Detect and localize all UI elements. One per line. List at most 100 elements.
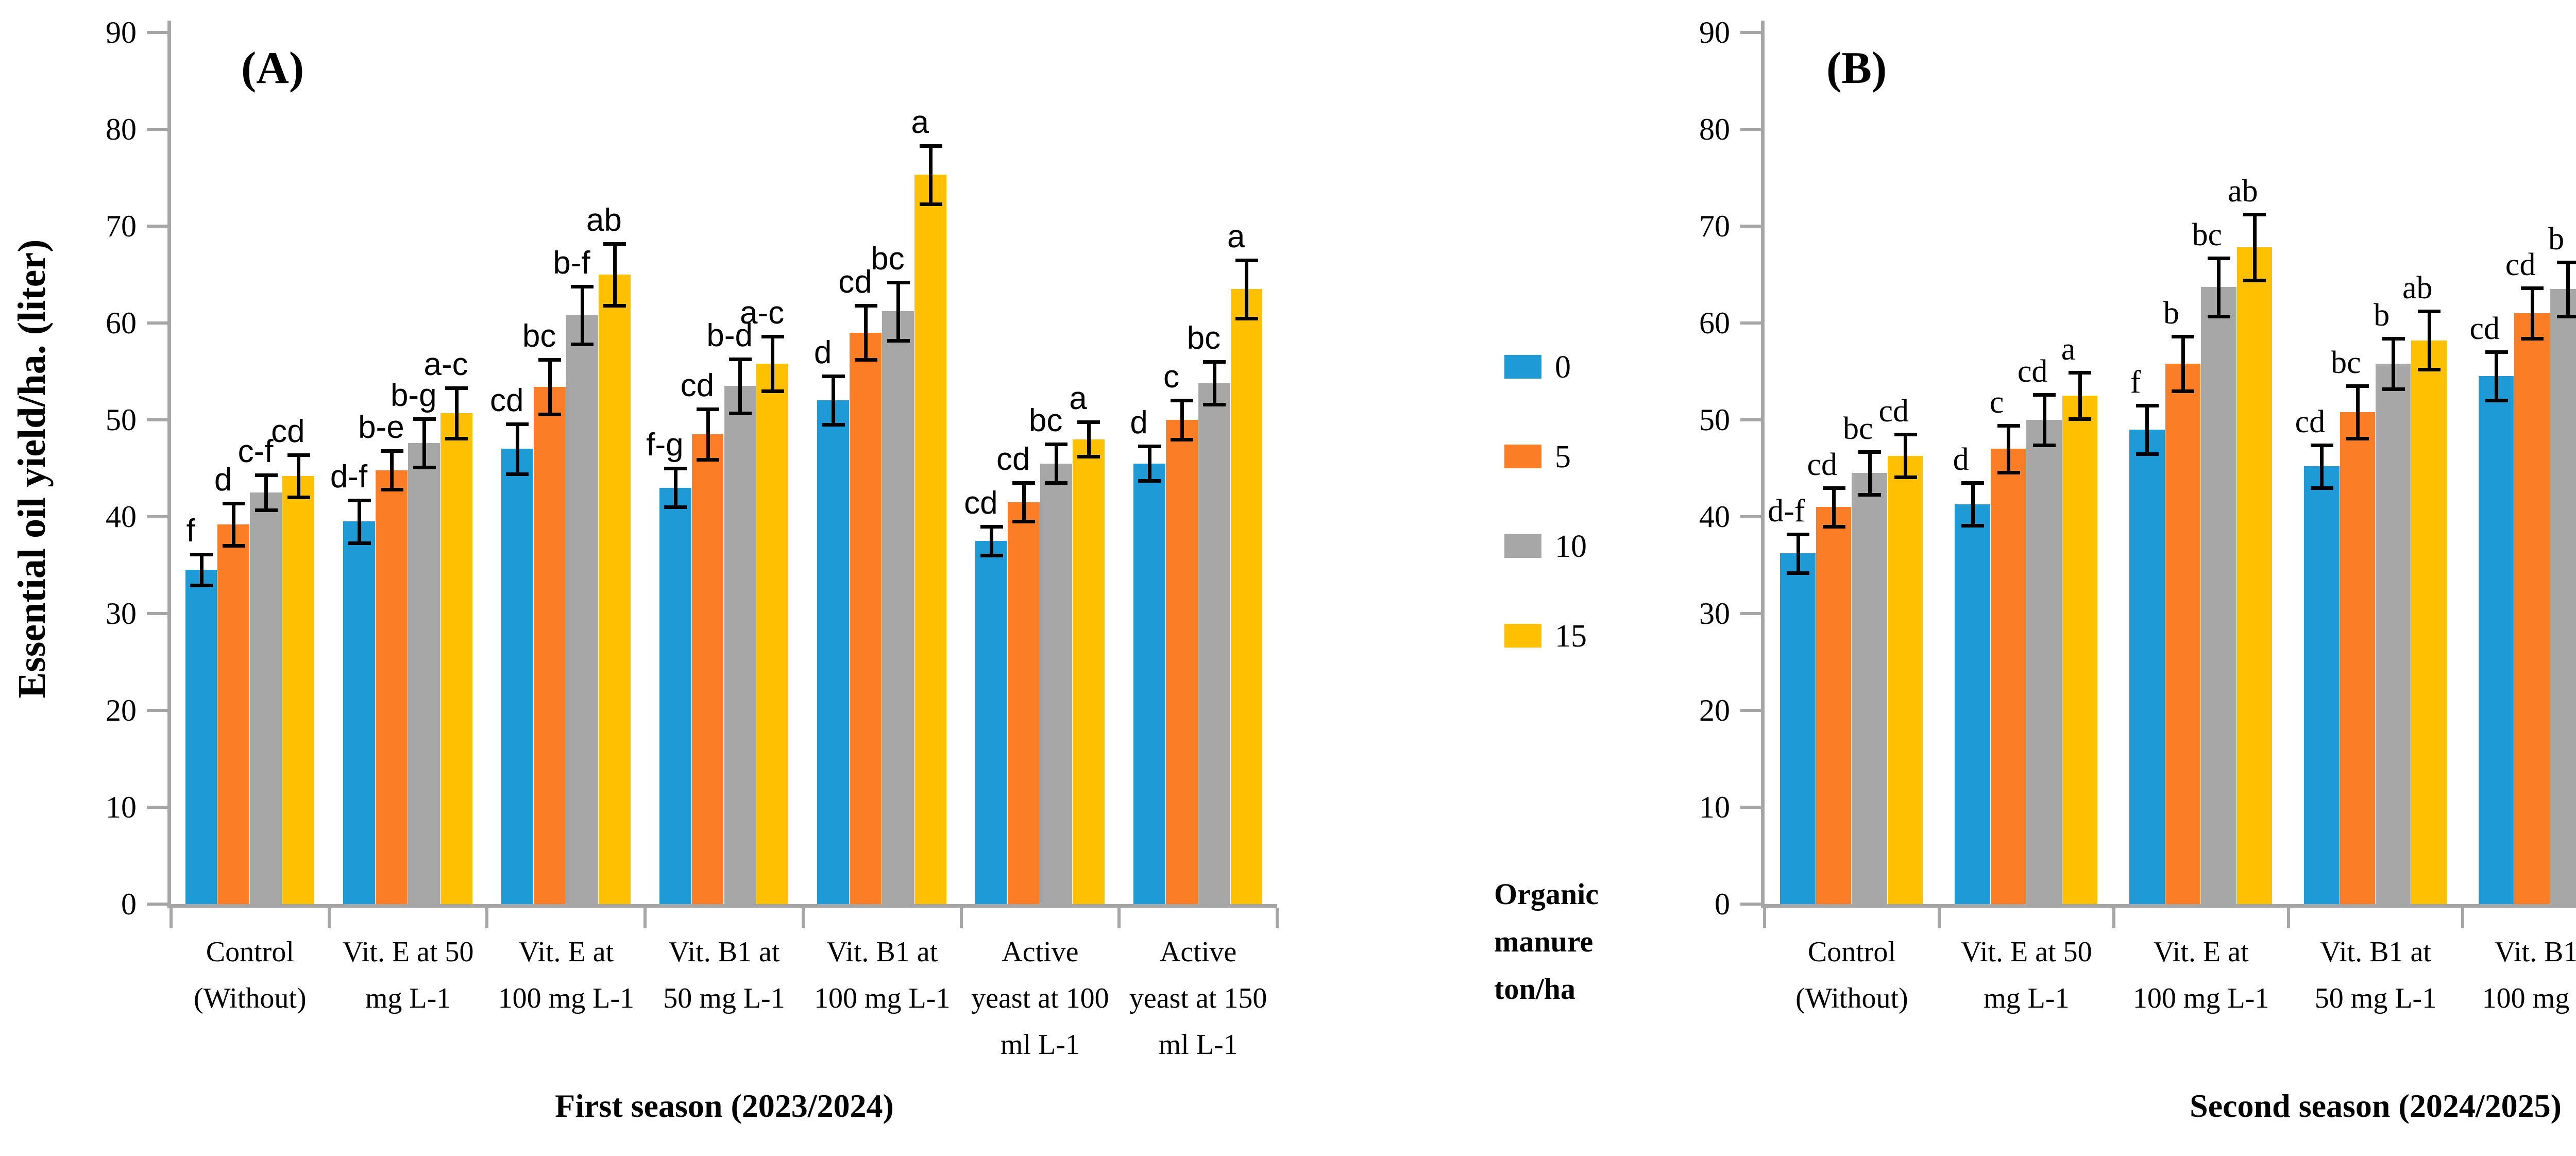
- category-label-line: Control: [1807, 936, 1896, 968]
- error-bar-line: [2007, 426, 2011, 472]
- error-bar-cap-bottom: [2556, 314, 2576, 318]
- error-bar-line: [2530, 288, 2534, 339]
- y-tick-label: 10: [106, 790, 137, 824]
- error-bar-line: [232, 503, 236, 546]
- error-bar-line: [199, 554, 204, 586]
- error-bar-cap-bottom: [1045, 481, 1068, 485]
- error-bar-line: [1212, 362, 1216, 404]
- sig-letter: cd: [1878, 394, 1909, 429]
- sig-letter: a-c: [739, 295, 785, 331]
- bar-15-active-yeast-at-100-ml-l-1: [1072, 439, 1105, 904]
- x-tick-mark: [2112, 908, 2115, 928]
- y-tick-mark: [1740, 225, 1761, 228]
- bar-15-vit-b1-at-100-mg-l-1: [914, 175, 946, 904]
- category-label-line: 50 mg L-1: [663, 982, 785, 1014]
- legend-note-line: Organic: [1494, 877, 1599, 911]
- error-bar-cap-bottom: [445, 436, 468, 440]
- sig-letter: ab: [2402, 270, 2433, 306]
- error-bar-line: [1087, 421, 1091, 457]
- y-tick-label: 20: [1699, 693, 1730, 727]
- bar-5-vit-e-at-50-mg-l-1: [1990, 449, 2026, 904]
- x-tick-mark: [170, 908, 173, 928]
- y-tick-label: 0: [1715, 887, 1730, 921]
- category-label-line: Vit. B1 at: [2320, 936, 2431, 968]
- sig-letter: a: [911, 104, 929, 140]
- legend-label-0: 0: [1555, 350, 1571, 385]
- error-bar-cap-top: [445, 386, 468, 390]
- error-bar-cap-bottom: [2243, 279, 2266, 283]
- error-bar-cap-bottom: [538, 412, 562, 416]
- bar-0-vit-e-at-50-mg-l-1: [343, 521, 376, 904]
- error-bar-cap-top: [1203, 360, 1226, 364]
- error-bar-line: [1245, 260, 1249, 318]
- error-bar-cap-bottom: [980, 554, 1003, 558]
- error-bar-cap-bottom: [1171, 437, 1194, 441]
- error-bar-cap-top: [506, 422, 529, 426]
- error-bar-line: [1971, 483, 1975, 525]
- error-bar-cap-top: [1045, 443, 1068, 446]
- sig-letter: cd: [996, 441, 1030, 478]
- category-label: Control (Without): [160, 929, 341, 1022]
- bar-5-vit-e-at-100-mg-l-1: [533, 387, 566, 904]
- bar-10-control-without-: [250, 492, 282, 904]
- category-label-line: 100 mg L-1: [498, 982, 634, 1014]
- error-bar-line: [2078, 372, 2082, 419]
- bar-0-active-yeast-at-100-ml-l-1: [975, 541, 1008, 904]
- error-bar-cap-top: [2069, 370, 2092, 375]
- error-bar-cap-bottom: [1997, 470, 2020, 474]
- category-label-line: 100 mg L-1: [2482, 982, 2576, 1014]
- sig-letter: f: [186, 513, 195, 549]
- bar-0-vit-e-at-100-mg-l-1: [2129, 429, 2165, 904]
- x-tick-mark: [327, 908, 331, 928]
- sig-letter: bc: [522, 318, 556, 354]
- x-axis-line: [167, 904, 1277, 908]
- sig-letter: ab: [586, 202, 622, 238]
- sig-letter: bc: [2331, 345, 2361, 381]
- x-tick-mark: [2286, 908, 2290, 928]
- y-tick-mark: [147, 31, 167, 34]
- error-bar-line: [1180, 400, 1184, 439]
- sig-letter: b-g: [390, 378, 437, 414]
- sig-letter: b: [2163, 296, 2179, 331]
- bar-10-vit-e-at-100-mg-l-1: [566, 315, 598, 904]
- bar-5-control-without-: [217, 524, 250, 904]
- y-axis-line: [167, 21, 171, 906]
- error-bar-line: [1054, 444, 1058, 483]
- category-label-line: Vit. B1 at: [2494, 936, 2576, 968]
- sig-letter: cd: [2505, 247, 2536, 283]
- sig-letter: b: [2374, 298, 2390, 333]
- bar-10-active-yeast-at-100-ml-l-1: [1040, 463, 1072, 904]
- bar-10-vit-e-at-50-mg-l-1: [408, 443, 440, 904]
- legend-swatch-5: [1504, 445, 1541, 468]
- error-bar-cap-top: [571, 284, 594, 288]
- sig-letter: cd: [2017, 354, 2048, 389]
- category-label-line: yeast at 100: [971, 982, 1109, 1014]
- category-label: Vit. E at 100 mg L-1: [476, 929, 656, 1022]
- y-tick-label: 90: [1699, 15, 1730, 49]
- category-label-line: Vit. E at: [518, 936, 614, 968]
- category-label-line: 100 mg L-1: [814, 982, 951, 1014]
- error-bar-cap-bottom: [2172, 389, 2195, 393]
- y-tick-label: 40: [106, 500, 137, 534]
- error-bar-line: [297, 454, 301, 498]
- season-title-second: Second season (2024/2025): [2190, 1087, 2562, 1124]
- y-tick-label: 80: [106, 112, 137, 146]
- error-bar-line: [2427, 311, 2431, 370]
- y-tick-mark: [147, 806, 167, 809]
- error-bar-cap-top: [380, 449, 403, 453]
- y-tick-mark: [147, 418, 167, 421]
- legend-swatch-15: [1504, 624, 1541, 648]
- bar-10-control-without-: [1852, 473, 1887, 904]
- x-tick-mark: [485, 908, 489, 928]
- legend-note-line: manure: [1494, 925, 1594, 958]
- error-bar-line: [2566, 262, 2570, 316]
- category-label-line: 50 mg L-1: [2314, 982, 2437, 1014]
- category-label: Active yeast at 100 ml L-1: [950, 929, 1130, 1068]
- error-bar-line: [2392, 338, 2396, 389]
- x-tick-mark: [1276, 908, 1279, 928]
- error-bar-line: [2217, 258, 2221, 316]
- y-tick-label: 10: [1699, 790, 1730, 824]
- sig-letter: cd: [964, 485, 998, 521]
- y-tick-mark: [1740, 31, 1761, 34]
